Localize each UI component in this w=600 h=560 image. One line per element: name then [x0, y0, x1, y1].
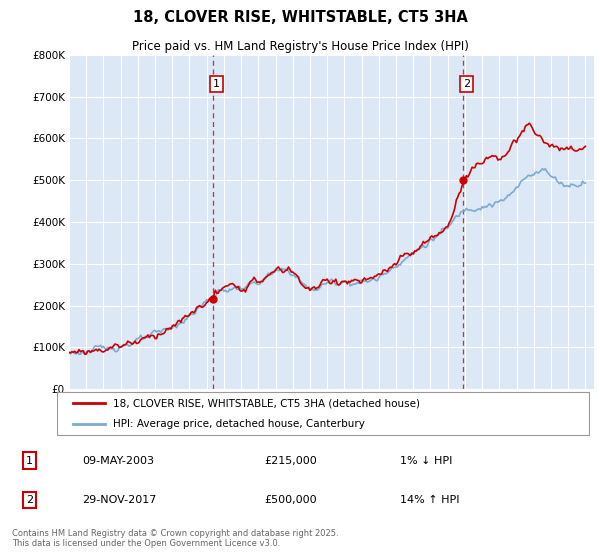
FancyBboxPatch shape [57, 392, 589, 436]
Text: HPI: Average price, detached house, Canterbury: HPI: Average price, detached house, Cant… [113, 419, 365, 430]
Text: Price paid vs. HM Land Registry's House Price Index (HPI): Price paid vs. HM Land Registry's House … [131, 40, 469, 53]
Text: 1: 1 [26, 456, 33, 465]
Text: 2: 2 [463, 79, 470, 89]
Text: 14% ↑ HPI: 14% ↑ HPI [400, 495, 460, 505]
Text: 18, CLOVER RISE, WHITSTABLE, CT5 3HA (detached house): 18, CLOVER RISE, WHITSTABLE, CT5 3HA (de… [113, 398, 421, 408]
Text: 1: 1 [213, 79, 220, 89]
Text: 2: 2 [26, 495, 33, 505]
Text: 09-MAY-2003: 09-MAY-2003 [82, 456, 154, 465]
Text: £500,000: £500,000 [265, 495, 317, 505]
Text: Contains HM Land Registry data © Crown copyright and database right 2025.
This d: Contains HM Land Registry data © Crown c… [12, 529, 338, 548]
Text: £215,000: £215,000 [265, 456, 317, 465]
Text: 18, CLOVER RISE, WHITSTABLE, CT5 3HA: 18, CLOVER RISE, WHITSTABLE, CT5 3HA [133, 10, 467, 25]
Text: 1% ↓ HPI: 1% ↓ HPI [400, 456, 452, 465]
Text: 29-NOV-2017: 29-NOV-2017 [82, 495, 157, 505]
